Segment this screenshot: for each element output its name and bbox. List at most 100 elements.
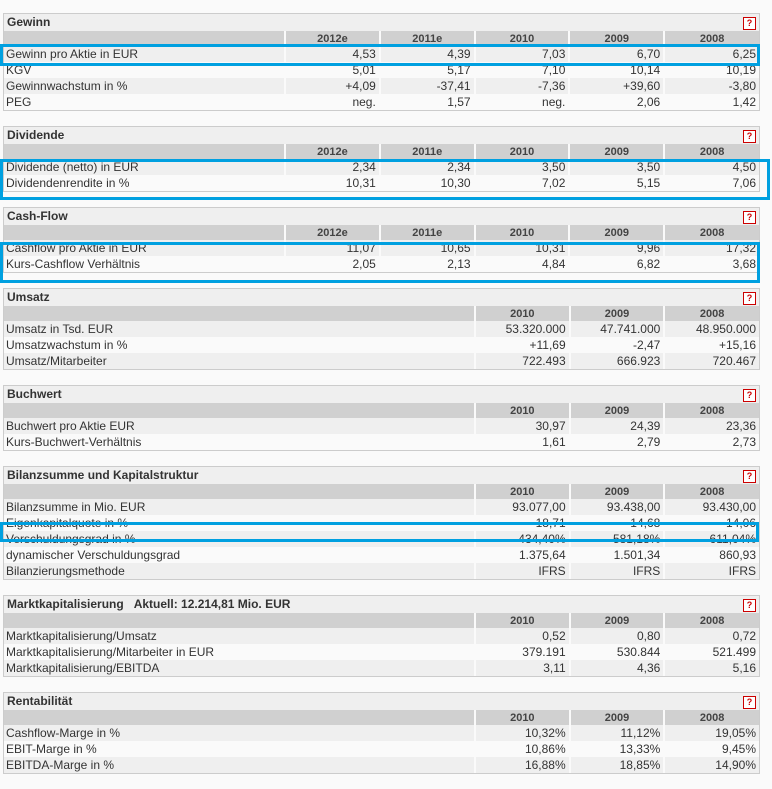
value-cell: 1.501,34 <box>568 547 665 563</box>
value-cell: +15,16 <box>663 337 759 353</box>
table-row: KGV 5,01 5,17 7,10 10,14 10,19 <box>4 62 759 78</box>
row-label: PEG <box>6 95 32 109</box>
header-label-cell <box>4 225 285 240</box>
value-cell: -3,80 <box>663 78 759 94</box>
value-cell: 2,34 <box>378 159 475 175</box>
value-cell: 53.320.000 <box>474 321 570 337</box>
value-cell: 3,68 <box>663 256 759 272</box>
current-market-cap: Aktuell: 12.214,81 Mio. EUR <box>133 597 291 611</box>
year-header: 2012e <box>284 144 380 159</box>
help-icon[interactable]: ? <box>743 389 756 402</box>
section-title: Buchwert? <box>4 386 759 403</box>
header-label-cell <box>4 306 475 321</box>
value-cell: 3,50 <box>568 159 665 175</box>
table-row: Gewinnwachstum in % +4,09 -37,41 -7,36 +39,6… <box>4 78 759 94</box>
year-header: 2010 <box>473 31 570 46</box>
value-cell: 14,68 <box>568 515 665 531</box>
row-label: dynamischer Verschuldungsgrad <box>6 548 181 562</box>
section-title-text: Bilanzsumme und Kapitalstruktur <box>7 468 199 482</box>
year-header: 2008 <box>663 484 759 499</box>
section-title: Bilanzsumme und Kapitalstruktur? <box>4 467 759 484</box>
section-title: Rentabilität? <box>4 693 759 710</box>
row-label: Umsatz/Mitarbeiter <box>4 353 475 369</box>
header-label-cell <box>4 403 475 418</box>
row-label: Kurs-Cashflow Verhältnis <box>6 257 141 271</box>
table-row: Bilanzsumme in Mio. EUR 93.077,00 93.438,0… <box>4 499 759 515</box>
header-row: 2010 2009 2008 <box>4 710 759 725</box>
value-cell: 6,70 <box>568 46 665 62</box>
row-label: Cashflow pro Aktie in EUR <box>4 240 285 256</box>
table-row: Umsatz in Tsd. EUR 53.320.000 47.741.000 48… <box>4 321 759 337</box>
section-umsatz: Umsatz? 2010 2009 2008 Umsatz in Tsd. EUR 53.… <box>3 288 760 370</box>
section-title-text: Marktkapitalisierung <box>7 597 124 611</box>
help-icon[interactable]: ? <box>743 696 756 709</box>
header-label-cell <box>4 144 285 159</box>
help-icon[interactable]: ? <box>743 599 756 612</box>
year-header: 2011e <box>378 31 475 46</box>
value-cell: 3,11 <box>474 660 570 676</box>
value-cell: 3,50 <box>473 159 570 175</box>
header-row: 2010 2009 2008 <box>4 613 759 628</box>
year-header: 2010 <box>474 613 570 628</box>
help-icon[interactable]: ? <box>743 17 756 30</box>
year-header: 2010 <box>474 403 570 418</box>
table-row: Kurs-Cashflow Verhältnis 2,05 2,13 4,84 6,82… <box>4 256 759 272</box>
section-title-text: Rentabilität <box>7 694 73 708</box>
value-cell: 93.430,00 <box>663 499 759 515</box>
help-icon[interactable]: ? <box>743 470 756 483</box>
value-cell: 379.191 <box>474 644 570 660</box>
value-cell: 13,33% <box>568 741 665 757</box>
value-cell: 48.950.000 <box>663 321 759 337</box>
value-cell: 9,45% <box>663 741 759 757</box>
value-cell: 16,88% <box>474 757 570 773</box>
value-cell: neg. <box>284 94 380 110</box>
year-header: 2008 <box>663 225 759 240</box>
year-header: 2008 <box>663 710 759 725</box>
value-cell: IFRS <box>568 563 665 579</box>
value-cell: 24,39 <box>568 418 665 434</box>
value-cell: 93.077,00 <box>474 499 570 515</box>
help-icon[interactable]: ? <box>743 292 756 305</box>
value-cell: +39,60 <box>568 78 665 94</box>
value-cell: 1.375,64 <box>474 547 570 563</box>
value-cell: 10,14 <box>568 62 665 78</box>
value-cell: 581,18% <box>568 531 665 547</box>
help-icon[interactable]: ? <box>743 211 756 224</box>
header-row: 2012e 2011e 2010 2009 2008 <box>4 225 759 240</box>
data-table: 2010 2009 2008 Bilanzsumme in Mio. EUR 93.07… <box>4 484 759 579</box>
table-row: Dividendenrendite in % 10,31 10,30 7,02 5,15… <box>4 175 759 191</box>
value-cell: 9,96 <box>568 240 665 256</box>
row-label: Marktkapitalisierung/EBITDA <box>4 660 475 676</box>
section-title-text: Buchwert <box>7 387 62 401</box>
table-row: EBITDA-Marge in % 16,88% 18,85% 14,90% <box>4 757 759 773</box>
year-header: 2008 <box>663 403 759 418</box>
table-row: Buchwert pro Aktie EUR 30,97 24,39 23,36 <box>4 418 759 434</box>
value-cell: IFRS <box>474 563 570 579</box>
header-row: 2010 2009 2008 <box>4 484 759 499</box>
value-cell: 10,31 <box>473 240 570 256</box>
section-rentabilit-t: Rentabilität? 2010 2009 2008 Cashflow-Marge … <box>3 692 760 774</box>
help-icon[interactable]: ? <box>743 130 756 143</box>
header-label-cell <box>4 710 475 725</box>
value-cell: 860,93 <box>663 547 759 563</box>
table-row: Cashflow-Marge in % 10,32% 11,12% 19,05% <box>4 725 759 741</box>
year-header: 2008 <box>663 613 759 628</box>
section-marktkapitalisierung: Marktkapitalisierung Aktuell: 12.214,81 M… <box>3 595 760 677</box>
row-label: Marktkapitalisierung/Umsatz <box>4 628 475 644</box>
value-cell: 10,65 <box>378 240 475 256</box>
data-table: 2012e 2011e 2010 2009 2008 Dividende (netto) … <box>4 144 759 191</box>
row-label: Cashflow-Marge in % <box>4 725 475 741</box>
section-cash-flow: Cash-Flow? 2012e 2011e 2010 2009 2008 Cashflow… <box>3 207 760 273</box>
year-header: 2009 <box>568 306 665 321</box>
header-row: 2012e 2011e 2010 2009 2008 <box>4 144 759 159</box>
value-cell: 2,05 <box>284 256 380 272</box>
header-row: 2010 2009 2008 <box>4 403 759 418</box>
data-table: 2010 2009 2008 Cashflow-Marge in % 10,32% 11,… <box>4 710 759 773</box>
section-title-text: Dividende <box>7 128 65 142</box>
value-cell: 4,36 <box>568 660 665 676</box>
value-cell: 19,05% <box>663 725 759 741</box>
year-header: 2012e <box>284 31 380 46</box>
row-label: Gewinnwachstum in % <box>4 78 285 94</box>
value-cell: IFRS <box>663 563 759 579</box>
value-cell: 14,06 <box>663 515 759 531</box>
